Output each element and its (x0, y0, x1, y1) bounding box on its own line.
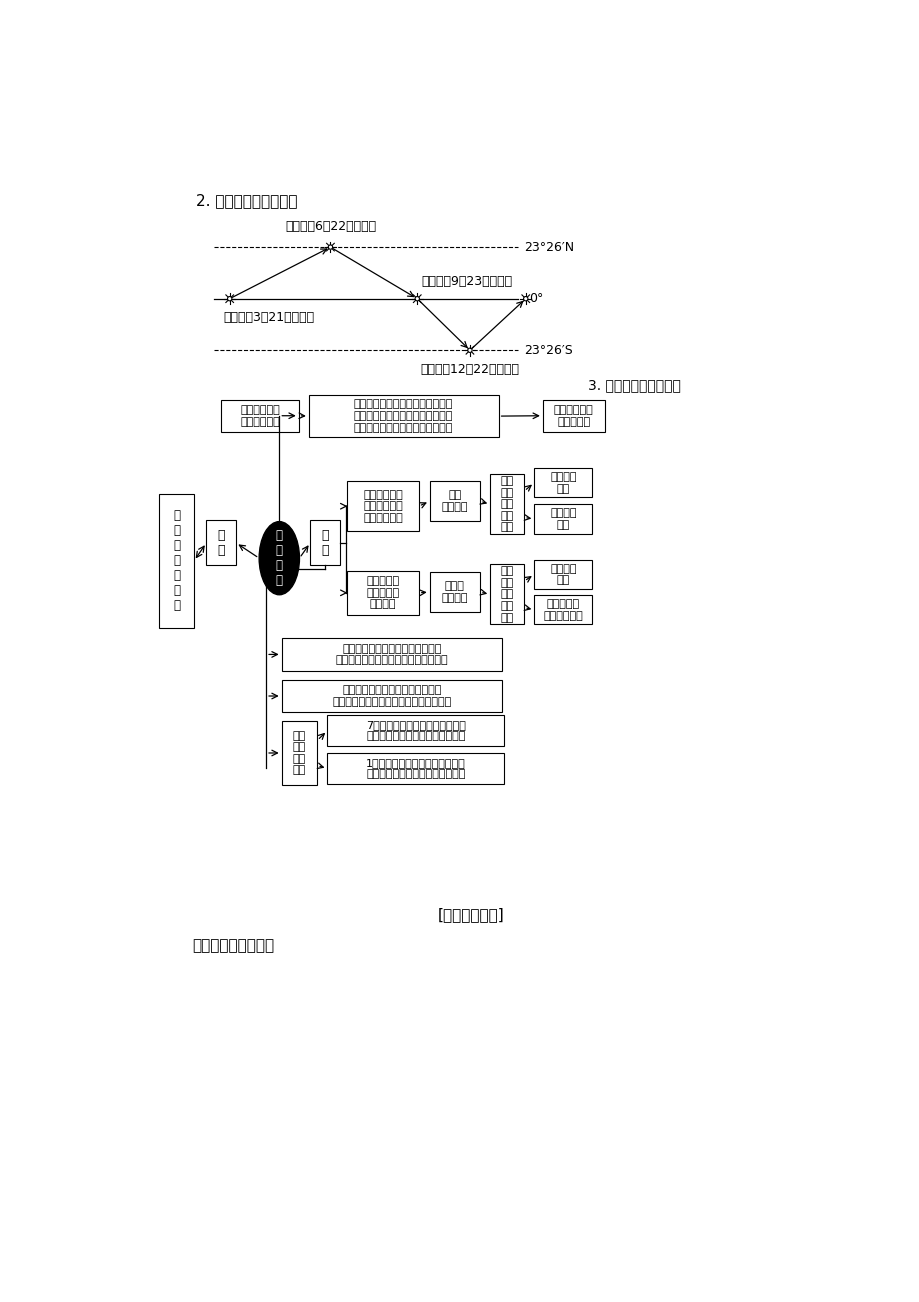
FancyBboxPatch shape (309, 395, 498, 437)
Text: 3. 黄赤交角变化的影响: 3. 黄赤交角变化的影响 (587, 379, 680, 393)
FancyBboxPatch shape (429, 482, 480, 521)
FancyBboxPatch shape (327, 753, 504, 784)
Text: 北半球夏半年，同一日期同一纬度
各地（已出现极昼范围除外）与原
来相比昼加长夜缩短，昼夜比变大: 北半球夏半年，同一日期同一纬度 各地（已出现极昼范围除外）与原 来相比昼加长夜缩… (354, 400, 453, 432)
Circle shape (414, 297, 419, 301)
Text: 春分日（3月21日前后）: 春分日（3月21日前后） (223, 311, 314, 324)
Text: 极点
与极
圈内
范围
变大: 极点 与极 圈内 范围 变大 (500, 477, 513, 533)
FancyBboxPatch shape (542, 400, 604, 432)
Text: 7月，北半球新回归线以北的温带
和寒带温度升高，南半球温度变低: 7月，北半球新回归线以北的温带 和寒带温度升高，南半球温度变低 (366, 720, 465, 741)
FancyBboxPatch shape (490, 474, 524, 534)
Text: 地轴与黄道平
面（公转轨道
面）交角变小: 地轴与黄道平 面（公转轨道 面）交角变小 (363, 490, 403, 523)
FancyBboxPatch shape (534, 595, 592, 625)
Text: 0°: 0° (529, 292, 543, 305)
Text: 变
小: 变 小 (217, 529, 224, 557)
Ellipse shape (259, 522, 299, 595)
Circle shape (523, 297, 528, 301)
FancyBboxPatch shape (206, 521, 235, 565)
FancyBboxPatch shape (534, 504, 592, 534)
Text: 夏至日（6月22日前后）: 夏至日（6月22日前后） (285, 220, 376, 233)
Text: 2. 太阳直射点移动规律: 2. 太阳直射点移动规律 (196, 194, 298, 208)
FancyBboxPatch shape (221, 400, 299, 432)
Text: 太阳直射点
移动速度加快: 太阳直射点 移动速度加快 (543, 599, 583, 621)
FancyBboxPatch shape (347, 482, 418, 531)
Text: 回归
线之
间的
范围
变大: 回归 线之 间的 范围 变大 (500, 566, 513, 622)
Text: 太阳直射点
北界北推、
南界南推: 太阳直射点 北界北推、 南界南推 (366, 577, 399, 609)
Text: 温带范围
缩小: 温带范围 缩小 (550, 508, 576, 530)
Text: 日出时间提前
日落时间推后: 日出时间提前 日落时间推后 (240, 405, 279, 427)
Circle shape (467, 348, 471, 353)
Text: 寒带范围
扩大: 寒带范围 扩大 (550, 471, 576, 493)
Text: 1月，南半球新回归线以南的温带
和寒带温度升高，北半球温度变低: 1月，南半球新回归线以南的温带 和寒带温度升高，北半球温度变低 (366, 758, 465, 779)
FancyBboxPatch shape (281, 721, 317, 785)
FancyBboxPatch shape (534, 560, 592, 589)
Circle shape (227, 297, 232, 301)
Text: 极圈
度数变小: 极圈 度数变小 (441, 491, 468, 512)
Text: 黄
赤
交
角: 黄 赤 交 角 (276, 529, 282, 587)
FancyBboxPatch shape (327, 715, 504, 746)
Text: 各地
冷热
状况
变化: 各地 冷热 状况 变化 (292, 730, 306, 776)
Text: 一年内各地正午太阳高度变化幅度
（最大值与最小值的差）与原来相比变大: 一年内各地正午太阳高度变化幅度 （最大值与最小值的差）与原来相比变大 (332, 685, 451, 707)
FancyBboxPatch shape (281, 638, 502, 671)
Text: 回归线
度数变大: 回归线 度数变大 (441, 581, 468, 603)
FancyBboxPatch shape (490, 564, 524, 625)
FancyBboxPatch shape (281, 680, 502, 712)
Text: 赤道低气压带北移或南移幅度变大
副热带高气压带及其他气压带风带同样: 赤道低气压带北移或南移幅度变大 副热带高气压带及其他气压带风带同样 (335, 643, 448, 665)
Circle shape (328, 245, 333, 249)
Text: 秋分日（9月23日前后）: 秋分日（9月23日前后） (421, 275, 512, 288)
Text: 变
大: 变 大 (321, 529, 328, 557)
Text: [考点规律揭秘]: [考点规律揭秘] (437, 907, 505, 922)
FancyBboxPatch shape (347, 570, 418, 615)
FancyBboxPatch shape (159, 493, 194, 629)
Text: 和
变
大
情
况
相
反: 和 变 大 情 况 相 反 (173, 509, 180, 612)
FancyBboxPatch shape (534, 469, 592, 497)
FancyBboxPatch shape (310, 521, 339, 565)
Text: 冬至日（12月22日前后）: 冬至日（12月22日前后） (420, 362, 519, 375)
Text: 23°26′S: 23°26′S (524, 344, 573, 357)
Text: 热带范围
扩大: 热带范围 扩大 (550, 564, 576, 585)
Text: 冬半年，相反
南半球类推: 冬半年，相反 南半球类推 (553, 405, 593, 427)
Text: 确定季节的判断技巧: 确定季节的判断技巧 (192, 937, 275, 953)
Text: 23°26′N: 23°26′N (524, 241, 573, 254)
FancyBboxPatch shape (429, 572, 480, 612)
